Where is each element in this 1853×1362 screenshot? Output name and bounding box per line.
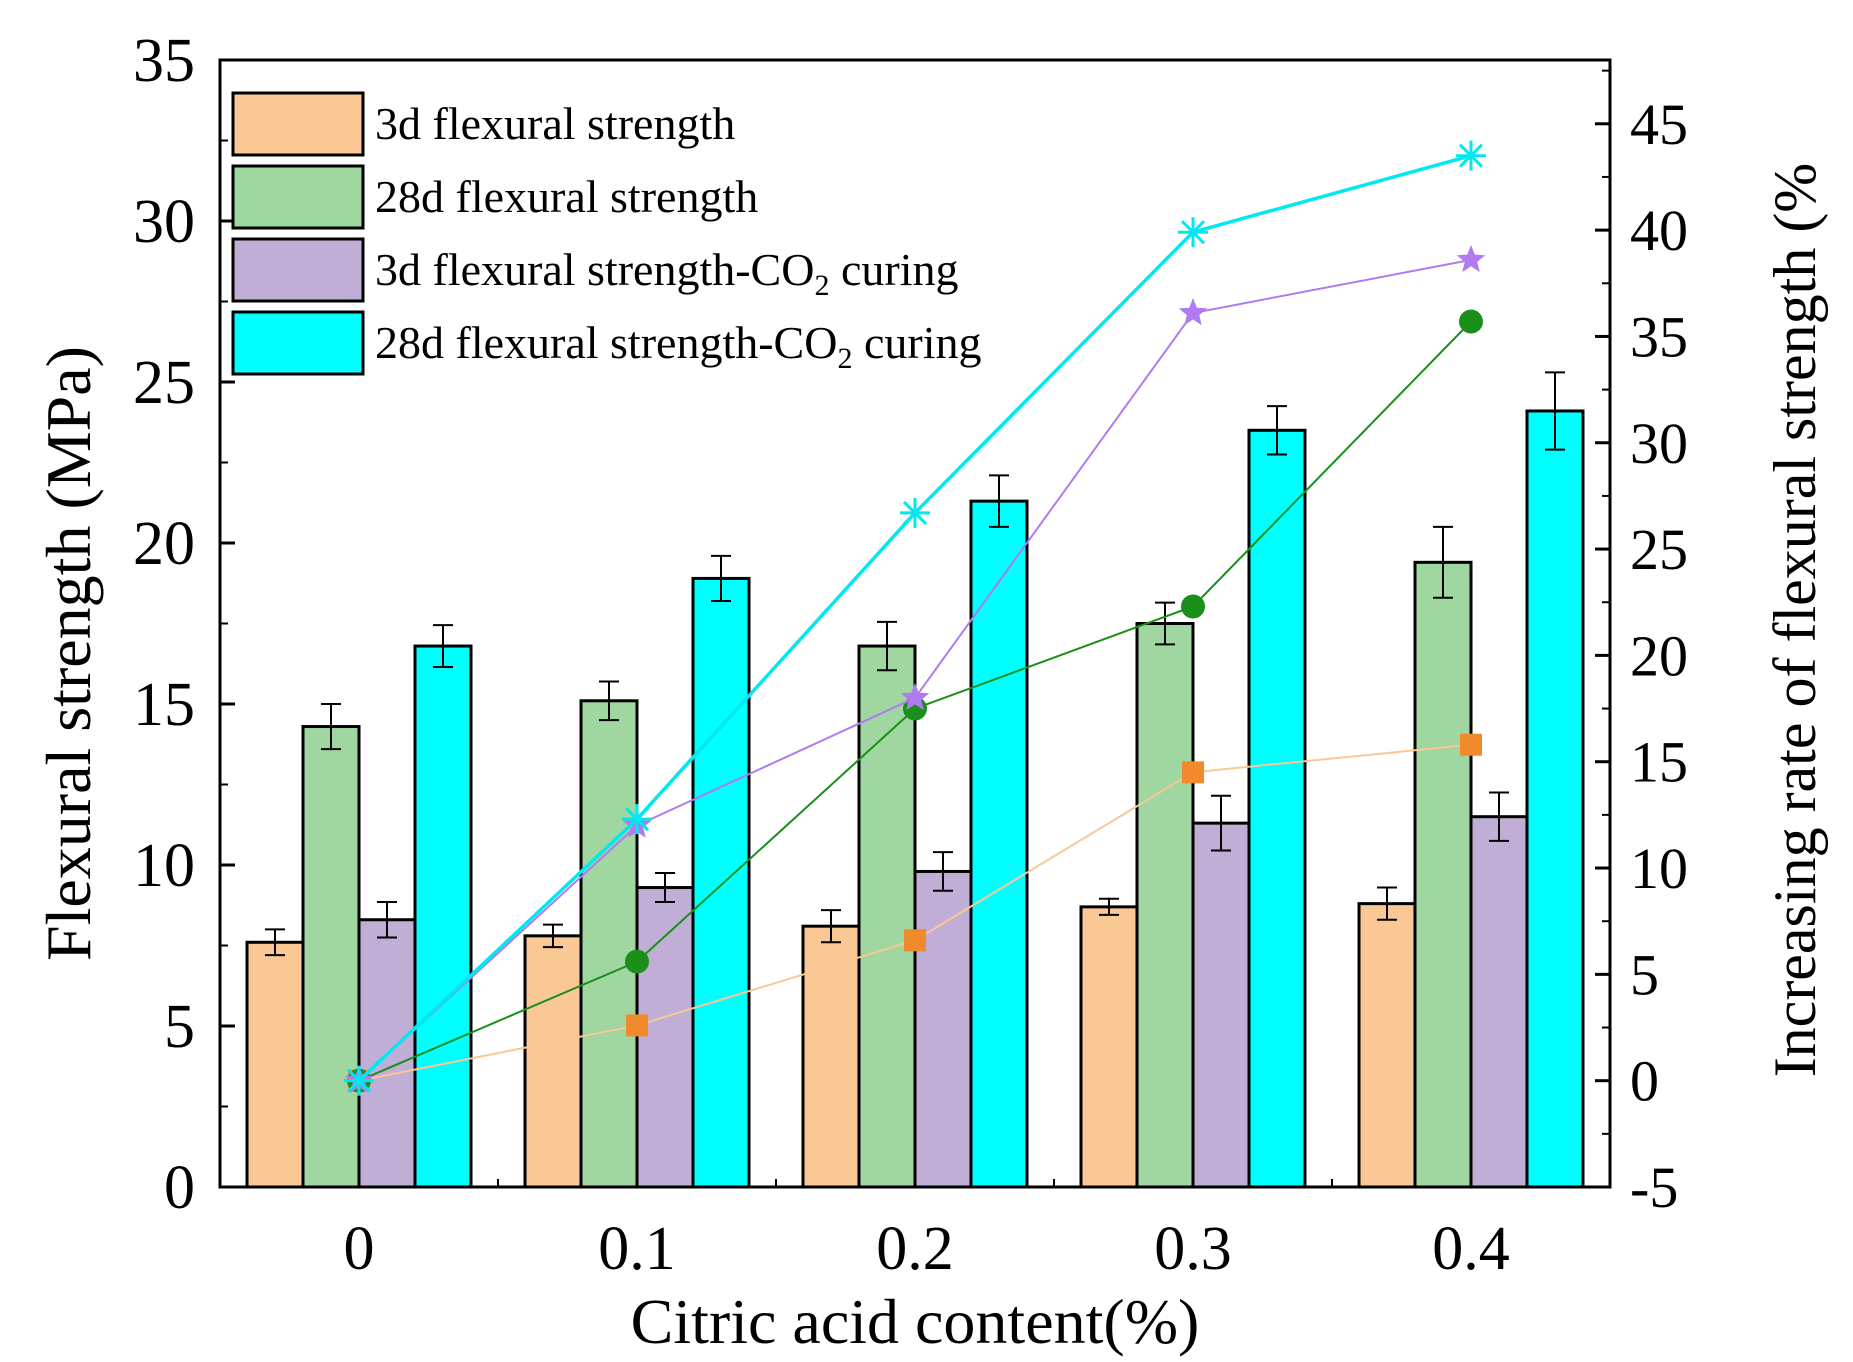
marker-stroke xyxy=(1458,143,1484,168)
legend-label: 3d flexural strength-CO2 curing xyxy=(375,244,958,302)
bar xyxy=(413,644,473,1189)
right-tick-label: 25 xyxy=(1630,517,1688,582)
x-tick-label: 0.4 xyxy=(1432,1215,1510,1283)
legend-label-text: 28d flexural strength xyxy=(375,171,758,222)
right-tick-label: 45 xyxy=(1630,92,1688,157)
bar xyxy=(913,869,973,1189)
x-tick-label: 0.2 xyxy=(876,1215,954,1283)
bar xyxy=(1413,560,1473,1189)
bar xyxy=(691,576,751,1189)
right-tick-label: 35 xyxy=(1630,304,1688,369)
y-axis-title-right: Increasing rate of flexural strength (% xyxy=(1762,163,1828,1078)
marker-asterisk xyxy=(1456,140,1486,171)
x-tick-label: 0.1 xyxy=(598,1215,676,1283)
legend-label-subscript: 2 xyxy=(837,342,852,375)
right-tick-label: 15 xyxy=(1630,730,1688,795)
legend-label-subscript: 2 xyxy=(814,269,829,302)
left-tick-label: 0 xyxy=(164,1154,195,1222)
right-tick-label: -5 xyxy=(1630,1155,1678,1220)
marker-circle xyxy=(1181,594,1205,619)
marker-square xyxy=(626,1014,648,1037)
x-tick-label: 0.3 xyxy=(1154,1215,1232,1283)
legend-swatch xyxy=(231,237,365,303)
axes-layer: 0 5 10 15 20 25 30 35 -5 0 5 10 15 20 25 30 35 40 45 0 0.1 0.… xyxy=(133,27,1688,1283)
marker-asterisk xyxy=(900,497,930,528)
legend-label: 28d flexural strength xyxy=(375,171,758,222)
legend-label-suffix: curing xyxy=(852,317,981,368)
marker-asterisk xyxy=(1178,217,1208,248)
marker-square xyxy=(1460,733,1482,756)
marker-square xyxy=(1182,761,1204,784)
marker-asterisk xyxy=(622,804,652,835)
right-tick-label: 20 xyxy=(1630,623,1688,688)
legend-label-suffix: curing xyxy=(829,244,958,295)
legend-swatch xyxy=(231,164,365,230)
x-tick-label: 0 xyxy=(344,1215,375,1283)
bar xyxy=(1357,902,1417,1189)
bar xyxy=(1079,905,1139,1189)
marker-star xyxy=(900,682,930,711)
bar xyxy=(1525,409,1585,1189)
right-tick-label: 10 xyxy=(1630,836,1688,901)
legend-label: 3d flexural strength xyxy=(375,98,735,149)
legend-label-text: 3d flexural strength xyxy=(375,98,735,149)
bar xyxy=(635,886,695,1189)
left-tick-label: 5 xyxy=(164,993,195,1061)
right-tick-label: 30 xyxy=(1630,411,1688,476)
bar xyxy=(857,644,917,1189)
legend-label: 28d flexural strength-CO2 curing xyxy=(375,317,981,375)
legend-swatch xyxy=(231,310,365,376)
bar xyxy=(1469,815,1529,1189)
lines-layer xyxy=(344,140,1486,1096)
legend-label-text: 28d flexural strength-CO xyxy=(375,317,837,368)
left-tick-label: 20 xyxy=(133,510,195,578)
marker-circle xyxy=(625,949,649,974)
bar xyxy=(1135,622,1195,1189)
legend: 3d flexural strength 28d flexural strengt… xyxy=(231,91,981,376)
left-tick-label: 30 xyxy=(133,188,195,256)
marker-star xyxy=(1178,298,1208,326)
bar xyxy=(579,699,639,1189)
right-tick-label: 5 xyxy=(1630,942,1659,1007)
bar xyxy=(245,940,305,1189)
left-tick-label: 15 xyxy=(133,671,195,739)
marker-stroke xyxy=(346,1068,372,1093)
marker-stroke xyxy=(624,807,650,832)
marker-circle xyxy=(1459,309,1483,334)
bar xyxy=(301,725,361,1189)
x-axis-title: Citric acid content(%) xyxy=(631,1286,1200,1357)
right-tick-label: 40 xyxy=(1630,198,1688,263)
marker-star xyxy=(1456,244,1486,272)
left-tick-label: 25 xyxy=(133,349,195,417)
left-tick-label: 10 xyxy=(133,832,195,900)
y-axis-title-left: Flexural strength (MPa) xyxy=(33,346,104,961)
left-tick-label: 35 xyxy=(133,27,195,95)
bar xyxy=(1191,821,1251,1189)
bar xyxy=(523,934,583,1189)
legend-swatch xyxy=(231,91,365,157)
legend-label-text: 3d flexural strength-CO xyxy=(375,244,814,295)
marker-square xyxy=(904,929,926,952)
marker-asterisk xyxy=(344,1065,374,1096)
bars-layer xyxy=(245,371,1585,1189)
marker-stroke xyxy=(902,500,928,525)
bar xyxy=(969,499,1029,1189)
bar xyxy=(1247,428,1307,1189)
right-tick-label: 0 xyxy=(1630,1049,1659,1114)
marker-stroke xyxy=(1180,220,1206,245)
